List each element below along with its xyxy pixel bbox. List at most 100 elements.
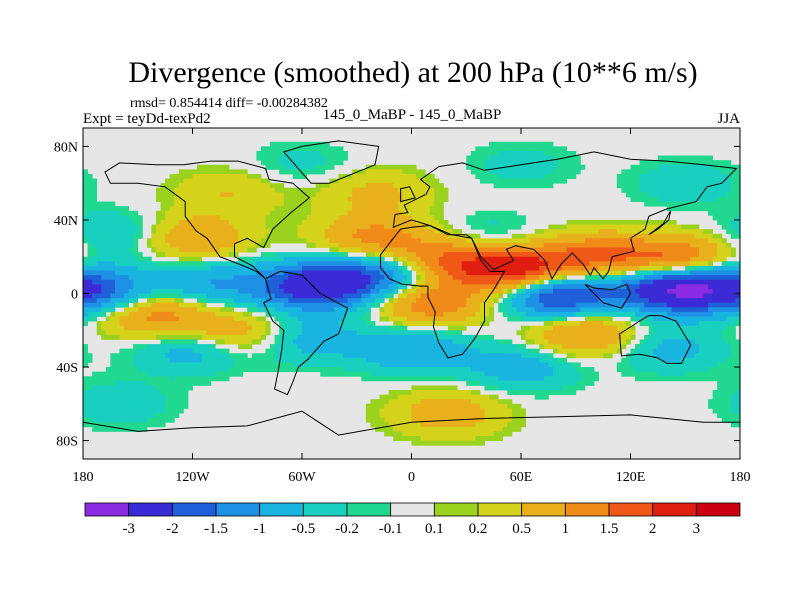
field-cell [101,307,107,313]
field-cell [671,238,677,244]
field-cell [406,270,412,276]
field-cell [603,334,609,340]
field-cell [552,233,558,239]
field-cell [543,321,549,327]
field-cell [685,187,691,193]
field-cell [343,178,349,184]
field-cell [594,233,599,239]
field-cell [461,311,467,317]
field-cell [315,311,321,317]
field-cell [265,196,271,202]
field-cell [215,252,221,258]
field-cell [534,270,540,276]
field-cell [717,160,723,166]
field-cell [552,344,558,350]
field-cell [648,178,654,184]
field-cell [566,302,572,308]
field-cell [83,224,88,230]
field-cell [361,173,367,179]
field-cell [575,265,581,271]
field-cell [101,229,107,235]
field-cell [493,178,499,184]
field-cell [320,334,326,340]
field-cell [315,261,321,267]
field-cell [397,215,403,221]
field-cell [521,238,526,244]
field-cell [689,321,695,327]
field-cell [411,298,417,304]
field-cell [694,265,700,271]
field-cell [242,265,248,271]
field-cell [639,284,645,290]
field-cell [406,252,412,258]
field-cell [475,279,481,285]
field-cell [457,321,463,327]
field-cell [242,242,248,248]
field-cell [333,279,339,285]
field-cell [584,247,590,253]
field-cell [219,219,225,225]
field-cell [630,298,636,304]
field-cell [160,224,166,230]
field-cell [648,242,654,248]
field-cell [142,307,148,313]
field-cell [429,256,435,262]
field-cell [365,173,371,179]
field-cell [174,201,180,207]
field-cell [165,344,171,350]
field-cell [238,298,244,304]
field-cell [119,242,125,248]
field-cell [452,302,458,308]
field-cell [315,196,321,202]
field-cell [352,321,358,327]
field-cell [101,288,107,294]
field-cell [721,321,727,327]
field-cell [333,247,339,253]
field-cell [657,233,663,239]
field-cell [470,247,476,253]
field-cell [92,192,98,198]
field-cell [580,164,586,170]
field-cell [92,233,98,239]
field-cell [662,261,668,267]
field-cell [96,275,102,281]
field-cell [507,178,513,184]
field-cell [516,215,522,221]
field-cell [516,344,522,350]
field-cell [210,224,216,230]
field-cell [730,210,736,216]
field-cell [698,325,704,331]
field-cell [292,219,298,225]
field-cell [224,183,230,189]
field-cell [292,256,298,262]
field-cell [306,325,312,331]
field-cell [676,334,682,340]
field-cell [667,219,672,225]
field-cell [343,284,349,290]
field-cell [210,229,216,235]
field-cell [662,233,668,239]
field-cell [530,311,536,317]
field-cell [283,261,289,267]
field-cell [589,279,595,285]
field-cell [671,183,677,189]
field-cell [169,206,175,212]
field-cell [639,233,645,239]
field-cell [210,187,216,193]
field-cell [370,344,376,350]
field-cell [219,339,225,345]
field-cell [438,201,444,207]
field-cell [548,311,554,317]
field-cell [256,224,262,230]
field-cell [329,215,335,221]
field-cell [197,242,203,248]
field-cell [685,284,691,290]
field-cell [671,270,677,276]
field-cell [178,339,184,345]
field-cell [83,173,88,179]
field-cell [420,233,426,239]
field-cell [247,242,253,248]
field-cell [393,252,399,258]
field-cell [238,187,244,193]
field-cell [438,256,444,262]
